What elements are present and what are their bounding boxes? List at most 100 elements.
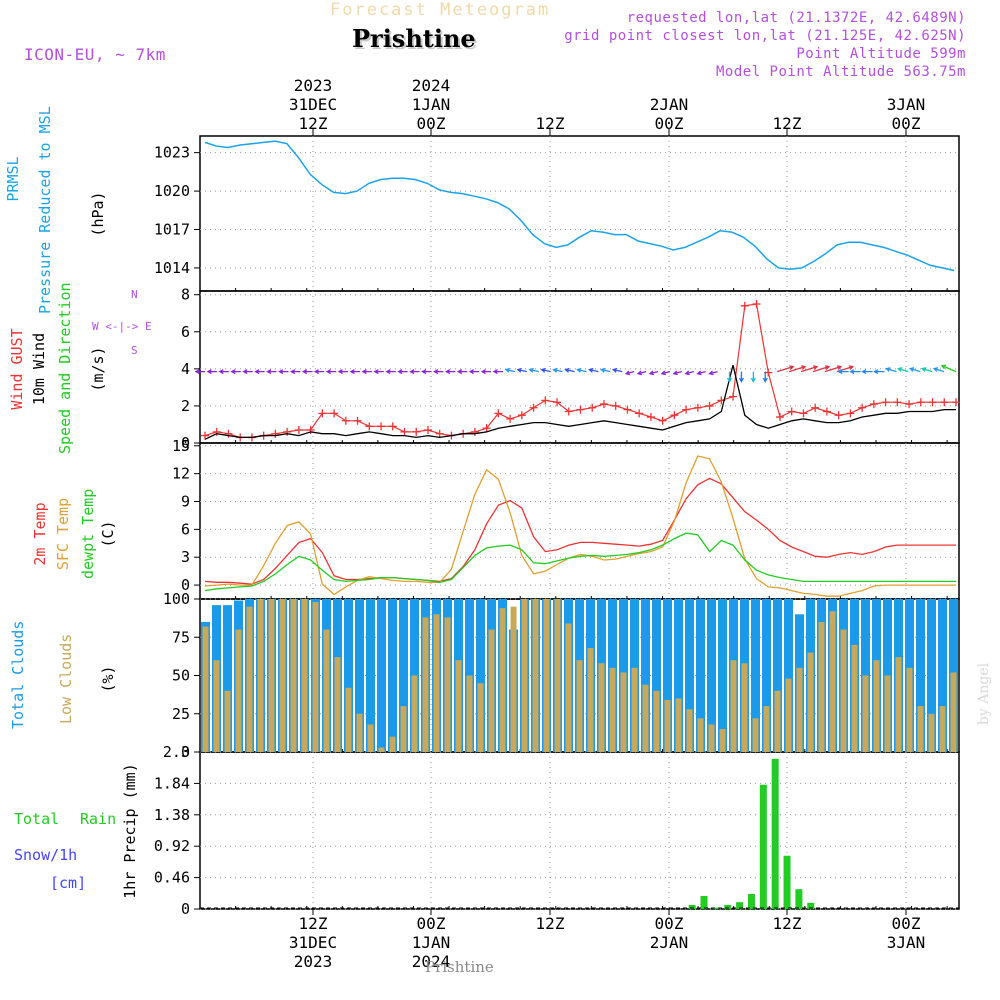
gust-point-14 bbox=[365, 422, 374, 431]
gust-point-8 bbox=[294, 426, 303, 435]
wind-dir-arrow-8 bbox=[290, 369, 301, 375]
wind-dir-arrow-9 bbox=[301, 369, 313, 375]
ytick-label-clouds-0: 0 bbox=[181, 743, 190, 761]
wind-dir-arrow-62 bbox=[932, 367, 945, 373]
low-cloud-bar-32 bbox=[554, 599, 561, 752]
ytick-label-wind-4: 8 bbox=[181, 286, 190, 304]
total-cloud-bar-43 bbox=[674, 599, 683, 752]
wind-series-line bbox=[204, 364, 956, 440]
ytick-label-pressure-3: 1023 bbox=[154, 144, 190, 162]
wind-dir-arrow-34 bbox=[599, 367, 611, 373]
wind-dir-arrow-25 bbox=[492, 369, 504, 375]
precip-bar-7 bbox=[771, 758, 779, 909]
precip-bar-1 bbox=[700, 896, 708, 909]
top-time-day-0: 31DEC bbox=[288, 95, 338, 114]
wind-dir-arrow-12 bbox=[337, 369, 349, 375]
low-cloud-bar-61 bbox=[873, 660, 880, 752]
top-time-hour-4: 12Z bbox=[772, 114, 802, 133]
wind-dir-arrow-24 bbox=[480, 369, 492, 375]
top-time-hour-2: 12Z bbox=[535, 114, 565, 133]
low-cloud-bar-65 bbox=[917, 706, 924, 752]
wind-dir-arrow-57 bbox=[873, 369, 885, 375]
wind-dir-arrow-7 bbox=[278, 369, 289, 375]
ytick-label-pressure-2: 1020 bbox=[154, 182, 190, 200]
wind-dir-arrow-51 bbox=[812, 365, 831, 373]
low-cloud-bar-19 bbox=[411, 675, 418, 752]
ytick-label-precip-2: 0.92 bbox=[154, 837, 190, 855]
ytick-label-clouds-4: 100 bbox=[163, 590, 190, 608]
gust-point-26 bbox=[506, 414, 515, 423]
gust-point-7 bbox=[283, 427, 292, 436]
top-time-hour-0: 12Z bbox=[298, 114, 328, 133]
low-cloud-bar-68 bbox=[950, 672, 957, 752]
total-cloud-bar-17 bbox=[388, 599, 397, 752]
gust-point-45 bbox=[729, 392, 738, 401]
total-cloud-bar-25 bbox=[476, 599, 485, 752]
ytick-label-temp-4: 12 bbox=[172, 465, 190, 483]
total-cloud-bar-47 bbox=[718, 599, 727, 752]
gust-point-34 bbox=[599, 400, 608, 409]
gust-point-46 bbox=[740, 301, 749, 310]
total-cloud-bar-44 bbox=[685, 599, 694, 752]
precip-bar-0 bbox=[688, 904, 696, 909]
gust-point-56 bbox=[858, 403, 867, 412]
bottom-time-day-5: 3JAN bbox=[886, 933, 926, 952]
wind-dir-arrow-56 bbox=[861, 369, 873, 375]
ytick-label-clouds-3: 75 bbox=[172, 628, 190, 646]
bottom-time-year-0: 2023 bbox=[293, 952, 333, 971]
wind-dir-arrow-42 bbox=[696, 370, 706, 376]
temp2m-series-line bbox=[204, 477, 956, 585]
low-cloud-bar-25 bbox=[477, 683, 484, 752]
ytick-label-wind-1: 2 bbox=[181, 397, 190, 415]
total-cloud-bar-16 bbox=[377, 599, 386, 752]
ytick-label-precip-0: 0 bbox=[181, 900, 190, 918]
total-cloud-bar-14 bbox=[355, 599, 364, 752]
low-cloud-bar-59 bbox=[851, 644, 858, 752]
gust-point-24 bbox=[482, 424, 491, 433]
low-cloud-bar-17 bbox=[389, 736, 396, 752]
bottom-time-day-1: 1JAN bbox=[411, 933, 451, 952]
low-cloud-bar-11 bbox=[323, 629, 330, 752]
low-cloud-bar-13 bbox=[345, 687, 352, 752]
dewpt-series-line bbox=[204, 532, 956, 592]
wind-dir-arrow-13 bbox=[349, 369, 360, 375]
low-cloud-bar-7 bbox=[279, 599, 286, 752]
total-cloud-bar-42 bbox=[663, 599, 672, 752]
bottom-time-day-0: 31DEC bbox=[288, 933, 338, 952]
low-cloud-bar-50 bbox=[752, 718, 759, 752]
wind-dir-arrow-21 bbox=[444, 369, 456, 375]
wind-dir-arrow-35 bbox=[611, 367, 623, 373]
compass-n: N bbox=[131, 288, 138, 301]
wind-dir-arrow-23 bbox=[468, 369, 480, 375]
wind-dir-arrow-54 bbox=[837, 369, 849, 375]
wind-dir-arrow-59 bbox=[897, 367, 909, 373]
wind-dir-arrow-32 bbox=[576, 367, 587, 373]
low-cloud-bar-46 bbox=[708, 724, 715, 752]
gust-point-40 bbox=[670, 411, 679, 420]
low-cloud-bar-40 bbox=[642, 684, 649, 752]
gust-point-20 bbox=[435, 429, 444, 438]
requested-coords: requested lon,lat (21.1372E, 42.6489N) bbox=[626, 10, 966, 26]
low-cloud-bar-27 bbox=[499, 608, 506, 752]
low-cloud-bar-8 bbox=[290, 599, 297, 752]
low-cloud-bar-3 bbox=[235, 629, 242, 752]
precip-total-label: Total bbox=[14, 810, 60, 828]
wind-dir-arrow-49 bbox=[788, 365, 807, 373]
faint-title: Forecast Meteogram bbox=[330, 0, 551, 20]
low-cloud-bar-49 bbox=[741, 663, 748, 752]
precip-bar-6 bbox=[759, 784, 767, 909]
pressure-series-line bbox=[204, 140, 955, 272]
total-cloud-bar-46 bbox=[707, 599, 716, 752]
low-cloud-bar-64 bbox=[906, 667, 913, 752]
low-cloud-bar-39 bbox=[631, 667, 638, 752]
low-cloud-bar-6 bbox=[268, 599, 275, 752]
gust-point-6 bbox=[271, 429, 280, 438]
precip-bar-5 bbox=[747, 893, 755, 909]
low-cloud-bar-67 bbox=[939, 706, 946, 752]
gust-point-57 bbox=[869, 400, 878, 409]
wind-dir-arrow-43 bbox=[708, 370, 718, 376]
wind-dir-arrow-11 bbox=[325, 369, 337, 375]
low-cloud-bar-26 bbox=[488, 629, 495, 752]
gust-point-64 bbox=[952, 398, 960, 407]
